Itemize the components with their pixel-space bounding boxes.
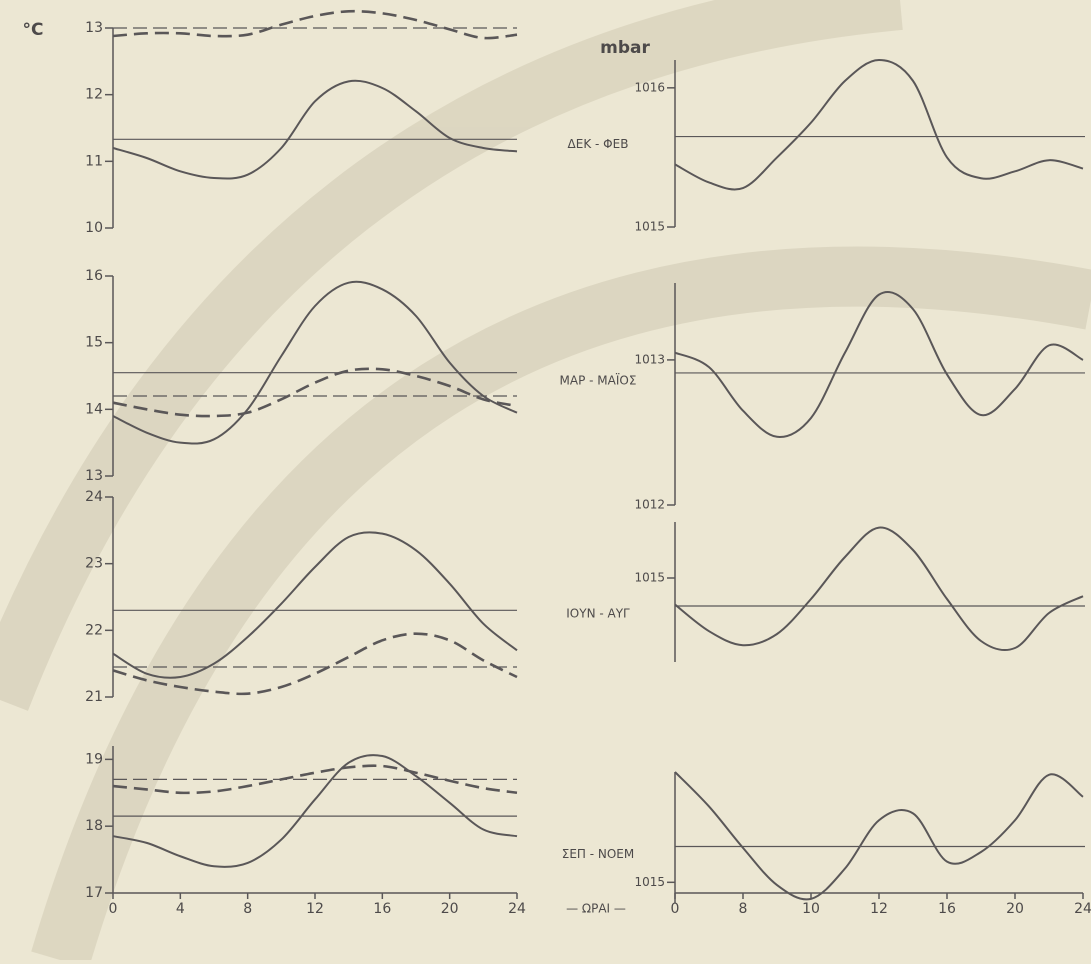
series-line <box>674 58 1084 191</box>
y-tick-label: 19 <box>85 751 103 767</box>
y-tick-label: 13 <box>85 468 103 484</box>
series-line <box>112 280 518 445</box>
y-tick-label: 23 <box>85 556 103 572</box>
series-line <box>112 632 518 696</box>
y-tick-label: 16 <box>85 268 103 284</box>
x-tick-label: 24 <box>508 901 526 917</box>
y-tick-label: 1015 <box>634 875 665 889</box>
y-tick-label: 1016 <box>634 80 665 94</box>
y-tick-label: 22 <box>85 622 103 638</box>
series-line <box>112 764 518 795</box>
series-line <box>112 367 518 418</box>
x-axis-label: — ΩΡΑΙ — <box>566 902 626 916</box>
y-tick-label: 24 <box>85 489 103 505</box>
y-tick-label: 1012 <box>634 498 665 512</box>
season-label: ΙΟΥΝ - ΑΥΓ <box>566 607 630 621</box>
y-tick-label: 14 <box>85 401 103 417</box>
x-tick-label: 24 <box>1074 901 1091 917</box>
x-tick-label: 16 <box>938 901 956 917</box>
series-line <box>674 526 1084 652</box>
x-tick-label: 12 <box>306 901 324 917</box>
x-tick-label: 0 <box>109 901 118 917</box>
y-tick-label: 1015 <box>634 220 665 234</box>
y-tick-label: 18 <box>85 818 103 834</box>
series-line <box>112 754 518 868</box>
series-line <box>112 531 518 679</box>
x-tick-label: 20 <box>441 901 459 917</box>
watermark-arc <box>31 246 1091 964</box>
y-tick-label: 13 <box>85 20 103 36</box>
x-tick-label: 12 <box>870 901 888 917</box>
y-tick-label: 17 <box>85 885 103 901</box>
series-line <box>674 290 1084 438</box>
season-label: ΣΕΠ - ΝΟΕΜ <box>562 847 635 861</box>
x-tick-label: 10 <box>802 901 820 917</box>
x-tick-label: 0 <box>671 901 680 917</box>
season-label: ΜΑΡ - ΜΑΪΟΣ <box>560 372 637 387</box>
x-tick-label: 8 <box>739 901 748 917</box>
y-tick-label: 15 <box>85 335 103 351</box>
x-tick-label: 20 <box>1006 901 1024 917</box>
season-label: ΔΕΚ - ΦΕΒ <box>568 137 629 151</box>
series-line <box>674 771 1084 901</box>
y-tick-label: 12 <box>85 87 103 103</box>
series-line <box>112 9 518 40</box>
x-tick-label: 4 <box>176 901 185 917</box>
x-tick-label: 8 <box>243 901 252 917</box>
watermark-arc <box>0 0 903 711</box>
y-tick-label: 10 <box>85 220 103 236</box>
y-tick-label: 1015 <box>634 571 665 585</box>
series-line <box>112 79 518 180</box>
x-tick-label: 16 <box>373 901 391 917</box>
y-axis-label: mbar <box>600 38 650 58</box>
y-tick-label: 1013 <box>634 352 665 366</box>
y-tick-label: 11 <box>85 153 103 169</box>
y-tick-label: 21 <box>85 689 103 705</box>
y-axis-label: °C <box>23 20 44 40</box>
